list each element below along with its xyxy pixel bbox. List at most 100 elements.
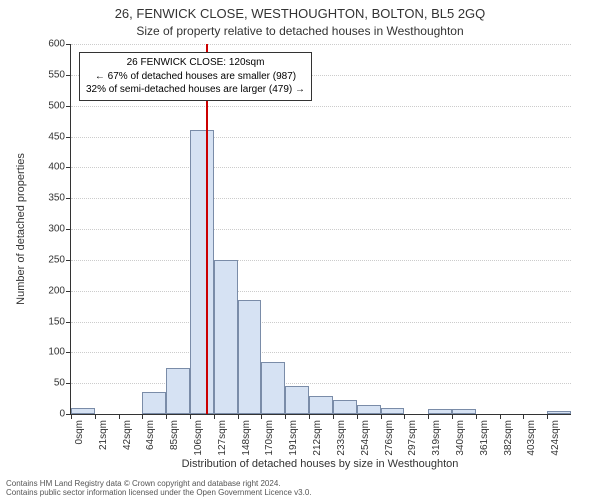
ytick-mark (66, 75, 71, 76)
xtick-label: 340sqm (455, 420, 466, 456)
gridline (71, 322, 571, 323)
histogram-bar (333, 400, 357, 414)
ytick-mark (66, 352, 71, 353)
gridline (71, 106, 571, 107)
x-axis-label: Distribution of detached houses by size … (70, 458, 570, 470)
xtick-mark (71, 414, 72, 419)
ytick-label: 550 (48, 69, 65, 80)
gridline (71, 229, 571, 230)
ytick-mark (66, 167, 71, 168)
ytick-label: 150 (48, 316, 65, 327)
xtick-mark (404, 414, 405, 419)
gridline (71, 137, 571, 138)
xtick-mark (119, 414, 120, 419)
ytick-label: 600 (48, 39, 65, 50)
gridline (71, 291, 571, 292)
annotation-line2: ← 67% of detached houses are smaller (98… (86, 70, 305, 84)
xtick-mark (166, 414, 167, 419)
histogram-bar (190, 130, 214, 414)
ytick-label: 250 (48, 254, 65, 265)
ytick-label: 300 (48, 224, 65, 235)
ytick-label: 450 (48, 131, 65, 142)
xtick-mark (142, 414, 143, 419)
annotation-box: 26 FENWICK CLOSE: 120sqm← 67% of detache… (79, 52, 312, 101)
xtick-label: 191sqm (288, 420, 299, 456)
ytick-label: 350 (48, 193, 65, 204)
annotation-line3: 32% of semi-detached houses are larger (… (86, 83, 305, 97)
ytick-mark (66, 137, 71, 138)
attribution-line2: Contains public sector information licen… (6, 488, 594, 498)
xtick-mark (285, 414, 286, 419)
xtick-mark (500, 414, 501, 419)
histogram-bar (381, 408, 405, 414)
gridline (71, 198, 571, 199)
xtick-label: 424sqm (550, 420, 561, 456)
ytick-label: 0 (59, 409, 65, 420)
ytick-mark (66, 229, 71, 230)
histogram-bar (309, 396, 333, 415)
histogram-bar (357, 405, 381, 414)
xtick-mark (190, 414, 191, 419)
chart-container: 26, FENWICK CLOSE, WESTHOUGHTON, BOLTON,… (0, 0, 600, 500)
ytick-mark (66, 106, 71, 107)
xtick-label: 382sqm (503, 420, 514, 456)
ytick-label: 100 (48, 347, 65, 358)
histogram-bar (71, 408, 95, 414)
gridline (71, 383, 571, 384)
gridline (71, 352, 571, 353)
ytick-mark (66, 44, 71, 45)
xtick-label: 254sqm (360, 420, 371, 456)
xtick-mark (214, 414, 215, 419)
xtick-label: 403sqm (526, 420, 537, 456)
annotation-line1: 26 FENWICK CLOSE: 120sqm (86, 56, 305, 70)
xtick-mark (95, 414, 96, 419)
plot-area: 0501001502002503003504004505005506000sqm… (70, 44, 571, 415)
gridline (71, 167, 571, 168)
xtick-label: 21sqm (98, 420, 109, 450)
xtick-label: 297sqm (407, 420, 418, 456)
ytick-mark (66, 322, 71, 323)
ytick-label: 400 (48, 162, 65, 173)
histogram-bar (428, 409, 452, 414)
xtick-mark (523, 414, 524, 419)
xtick-mark (428, 414, 429, 419)
xtick-mark (452, 414, 453, 419)
gridline (71, 44, 571, 45)
attribution: Contains HM Land Registry data © Crown c… (6, 479, 594, 498)
histogram-bar (261, 362, 285, 414)
histogram-bar (452, 409, 476, 414)
ytick-label: 200 (48, 285, 65, 296)
histogram-bar (238, 300, 262, 414)
histogram-bar (166, 368, 190, 414)
xtick-label: 170sqm (264, 420, 275, 456)
xtick-mark (238, 414, 239, 419)
xtick-label: 64sqm (145, 420, 156, 450)
histogram-bar (547, 411, 571, 414)
xtick-label: 319sqm (431, 420, 442, 456)
xtick-mark (381, 414, 382, 419)
xtick-label: 0sqm (74, 420, 85, 444)
y-axis-label: Number of detached properties (14, 44, 28, 414)
xtick-mark (333, 414, 334, 419)
xtick-mark (309, 414, 310, 419)
gridline (71, 260, 571, 261)
ytick-label: 50 (54, 378, 65, 389)
xtick-mark (357, 414, 358, 419)
xtick-label: 42sqm (122, 420, 133, 450)
xtick-label: 127sqm (217, 420, 228, 456)
xtick-label: 85sqm (169, 420, 180, 450)
title-main: 26, FENWICK CLOSE, WESTHOUGHTON, BOLTON,… (0, 6, 600, 21)
ytick-mark (66, 198, 71, 199)
xtick-mark (476, 414, 477, 419)
xtick-label: 106sqm (193, 420, 204, 456)
ytick-mark (66, 291, 71, 292)
ytick-label: 500 (48, 100, 65, 111)
xtick-label: 361sqm (479, 420, 490, 456)
histogram-bar (285, 386, 309, 414)
histogram-bar (142, 392, 166, 414)
xtick-label: 233sqm (336, 420, 347, 456)
ytick-mark (66, 260, 71, 261)
attribution-line1: Contains HM Land Registry data © Crown c… (6, 479, 594, 489)
histogram-bar (214, 260, 238, 414)
xtick-mark (547, 414, 548, 419)
